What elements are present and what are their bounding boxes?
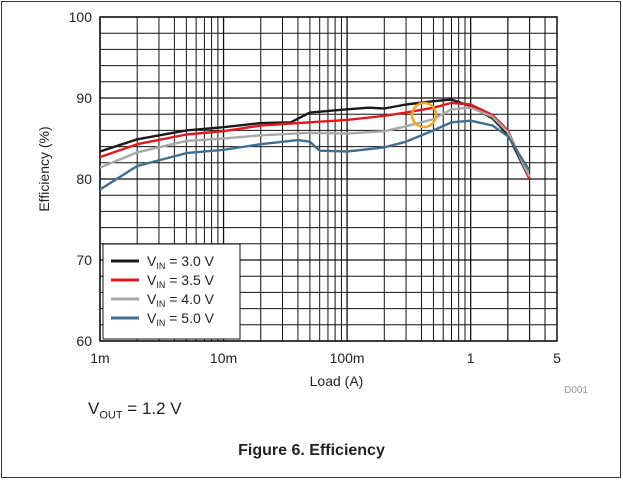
highlight-marker <box>410 101 438 129</box>
legend-label: VIN = 3.0 V <box>147 253 215 271</box>
y-tick-label: 100 <box>69 9 93 25</box>
figure-id: D001 <box>564 385 588 396</box>
x-tick-label: 5 <box>553 350 561 366</box>
y-axis-label: Efficiency (%) <box>36 126 52 211</box>
legend-label: VIN = 4.0 V <box>147 291 215 309</box>
y-tick-label: 90 <box>76 90 92 106</box>
y-tick-label: 70 <box>76 252 92 268</box>
x-tick-label: 1m <box>90 350 109 366</box>
efficiency-chart: 60 70 80 90 100 1m 10m 100m 1 5 Load (A) Efficiency… <box>36 9 588 396</box>
series-line <box>99 106 531 178</box>
vout-label: VOUT = 1.2 V <box>88 399 182 422</box>
series-line <box>99 101 531 180</box>
legend-label: VIN = 5.0 V <box>147 310 215 328</box>
x-tick-label: 1 <box>467 350 475 366</box>
x-tick-label: 100m <box>330 350 365 366</box>
figure-caption: Figure 6. Efficiency <box>238 442 385 459</box>
plot-border <box>99 16 558 342</box>
y-tick-label: 60 <box>76 333 92 349</box>
x-tick-label: 10m <box>210 350 237 366</box>
x-axis-label: Load (A) <box>310 373 364 389</box>
y-tick-label: 80 <box>76 171 92 187</box>
legend-label: VIN = 3.5 V <box>147 272 215 290</box>
series-line <box>99 119 531 191</box>
